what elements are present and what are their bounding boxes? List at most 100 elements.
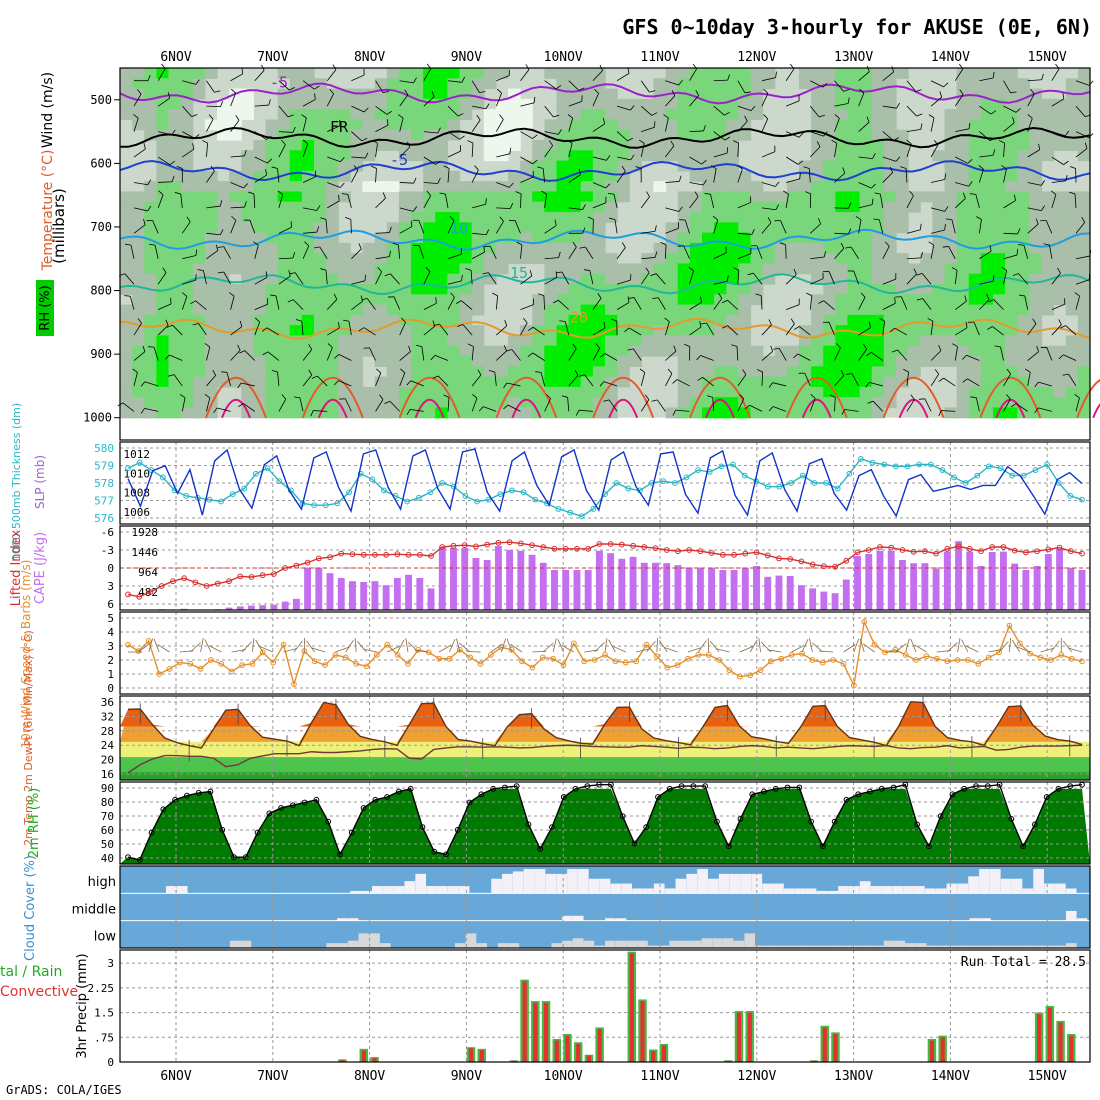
- wind-barb: [604, 353, 618, 361]
- rh-fill-cell: [883, 119, 897, 131]
- rh-label-box: [36, 280, 54, 336]
- wind-barb-flag: [968, 122, 971, 129]
- wind-barb: [375, 105, 388, 115]
- wind-barb: [133, 323, 142, 336]
- wind-barb-flag: [823, 251, 827, 258]
- rh-fill-cell: [568, 325, 582, 337]
- thickness-series-point: [660, 478, 667, 485]
- rh-fill-cell: [386, 294, 400, 306]
- rh-series-point: [772, 785, 779, 792]
- wind-barb-flag: [165, 319, 169, 326]
- wind-barb-flag: [327, 343, 333, 348]
- wind-barb: [375, 372, 382, 387]
- rh-fill-cell: [447, 201, 461, 213]
- wind-speed-series-point: [633, 658, 640, 665]
- rh-fill-cell: [592, 201, 606, 213]
- wind-barb-flag: [372, 139, 378, 144]
- rh-fill-cell: [968, 222, 982, 234]
- wind-barb: [226, 372, 232, 387]
- rh-fill-cell: [726, 304, 739, 316]
- cloud-bar-high: [447, 886, 459, 894]
- rh-fill-cell: [144, 119, 157, 131]
- cape-bar: [898, 560, 906, 610]
- cloud-bar-high: [968, 876, 979, 894]
- cape-bar: [438, 546, 446, 610]
- wind-barb-flag: [1088, 133, 1094, 138]
- surface-wind-barb: [490, 643, 503, 653]
- rh-fill-cell: [702, 181, 715, 193]
- rh-fill-cell: [1053, 222, 1067, 234]
- wind-barb: [858, 348, 868, 361]
- rh-fill-cell: [532, 253, 545, 265]
- wind-barb: [230, 155, 245, 158]
- rh-fill-cell: [289, 181, 303, 193]
- thickness-series-point: [892, 463, 899, 470]
- cloud-bar-high: [914, 886, 925, 894]
- rh-fill-cell: [592, 88, 606, 100]
- rh-fill-cell: [1041, 242, 1055, 254]
- rh-fill-cell: [592, 170, 606, 182]
- wind-barb-flag: [756, 369, 763, 373]
- wind-barb-flag: [652, 297, 659, 299]
- rh-fill-cell: [423, 140, 436, 151]
- wind-barb-flag: [164, 354, 170, 360]
- rh-fill-cell: [847, 386, 861, 398]
- rh-fill-cell: [265, 397, 279, 409]
- rh-fill-cell: [423, 356, 436, 367]
- wind-speed-series-point: [270, 659, 277, 666]
- rh-fill-cell: [156, 356, 170, 367]
- wind-barb: [993, 299, 1004, 310]
- rh-fill-cell: [532, 335, 545, 347]
- lifted-index-tick-label: 0: [107, 562, 114, 575]
- rh-fill-cell: [180, 253, 194, 265]
- wind-barb-flag: [254, 317, 260, 323]
- precip-convective-bar: [597, 1029, 602, 1062]
- rh-fill-cell: [253, 170, 267, 182]
- wind-barb: [810, 146, 821, 158]
- wind-barb: [710, 194, 715, 208]
- rh-fill-cell: [386, 273, 400, 285]
- cloud-bar-high: [783, 888, 795, 894]
- rh-fill-cell: [883, 376, 897, 388]
- wind-barb: [979, 299, 990, 310]
- rh-fill-cell: [508, 119, 521, 131]
- rh-fill-cell: [1029, 345, 1043, 357]
- lifted-index-series-point: [181, 575, 188, 582]
- rh-fill-cell: [871, 160, 885, 172]
- rh-fill-cell: [993, 160, 1006, 172]
- rh-fill-cell: [689, 386, 703, 398]
- rh-fill-cell: [459, 376, 473, 388]
- rh-fill-cell: [750, 232, 764, 244]
- wind-barb: [906, 229, 921, 234]
- wind-barb: [423, 182, 438, 184]
- rh-fill-cell: [508, 335, 521, 347]
- thickness-tick-label: 577: [94, 495, 114, 508]
- rh-fill-cell: [386, 397, 400, 409]
- rh-fill-cell: [883, 263, 897, 275]
- rh-fill-cell: [386, 129, 400, 141]
- rh-fill-cell: [1017, 253, 1030, 265]
- rh-fill-cell: [993, 109, 1006, 121]
- rh-fill-cell: [629, 325, 642, 337]
- rh-fill-cell: [532, 356, 545, 367]
- rh-fill-cell: [1005, 222, 1018, 234]
- cloud-bar-low: [1001, 945, 1013, 948]
- rh-fill-cell: [253, 212, 267, 223]
- wind-barb-flag: [166, 324, 173, 328]
- wind-barb-flag: [770, 345, 774, 352]
- lifted-index-axis-label: Lifted Index: [9, 529, 24, 606]
- wind-barb: [640, 196, 650, 209]
- rh-fill-cell: [411, 109, 424, 121]
- cape-bar: [472, 558, 480, 610]
- wind-barb: [786, 178, 800, 183]
- rh-fill-cell: [447, 253, 461, 265]
- rh-fill-cell: [386, 407, 400, 419]
- wind-barb-flag: [1012, 116, 1015, 123]
- rh-fill-cell: [774, 366, 788, 378]
- rh-fill-cell: [774, 212, 788, 223]
- rh-fill-cell: [1077, 263, 1091, 275]
- rh-fill-cell: [411, 119, 424, 131]
- wind-barb-flag: [840, 242, 845, 249]
- wind-barb: [858, 121, 870, 132]
- rh-series-point: [713, 818, 720, 825]
